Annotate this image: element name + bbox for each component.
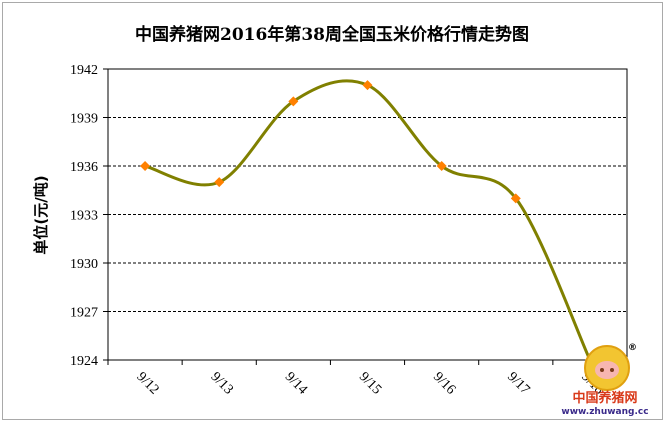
data-markers [140, 80, 595, 365]
y-tick-label: 1933 [70, 209, 98, 224]
chart-title: 中国养猪网2016年第38周全国玉米价格行情走势图 [135, 24, 529, 45]
pig-nostril-icon [600, 368, 604, 372]
zhuwang-logo: ® 中国养猪网 www.zhuwang.cc [561, 343, 648, 417]
x-tick-label: 9/16 [430, 369, 458, 397]
data-point-9-17 [510, 193, 521, 204]
y-tick-label: 1942 [70, 63, 98, 78]
data-point-9-16 [436, 161, 447, 171]
x-axis-ticks: 9/129/139/149/159/169/179/18 [107, 360, 628, 398]
x-tick-label: 9/13 [208, 369, 236, 397]
data-point-9-12 [140, 161, 151, 171]
y-axis-label: 单位(元/吨) [32, 175, 50, 254]
x-tick-label: 9/15 [356, 369, 384, 397]
x-tick-label: 9/17 [504, 369, 532, 397]
data-point-9-15 [362, 80, 373, 91]
y-tick-label: 1927 [70, 306, 98, 321]
pig-nostril-icon [610, 368, 614, 372]
y-tick-label: 1930 [70, 257, 98, 272]
watermark-brand: 中国养猪网 [572, 390, 637, 406]
y-tick-label: 1924 [70, 354, 98, 369]
pig-face-icon [595, 361, 619, 379]
price-line [144, 79, 592, 361]
y-axis-ticks: 1942 1939 1936 1933 1930 1927 1924 [70, 63, 108, 369]
x-tick-label: 9/14 [282, 369, 310, 397]
y-tick-label: 1936 [70, 160, 98, 175]
y-tick-label: 1939 [70, 112, 98, 127]
gridlines [108, 117, 627, 312]
watermark-url: www.zhuwang.cc [561, 407, 648, 417]
x-tick-label: 9/12 [133, 369, 161, 397]
data-point-9-14 [288, 96, 299, 107]
registered-mark: ® [628, 343, 637, 353]
data-point-9-13 [214, 177, 225, 188]
